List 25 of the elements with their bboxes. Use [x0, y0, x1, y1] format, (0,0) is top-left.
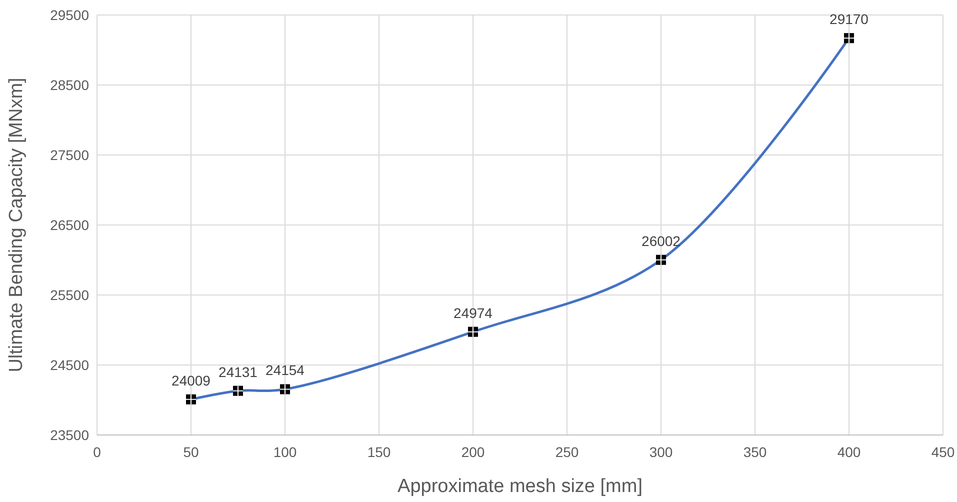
x-tick-label: 150: [367, 444, 391, 460]
y-tick-label: 29500: [50, 7, 90, 23]
data-label: 29170: [830, 11, 869, 28]
y-tick-label: 28500: [50, 77, 90, 93]
x-tick-label: 300: [649, 444, 673, 460]
y-tick-label: 24500: [50, 357, 90, 373]
x-tick-label: 0: [93, 444, 102, 460]
x-tick-label: 350: [743, 444, 767, 460]
data-label: 24154: [266, 362, 305, 378]
x-tick-label: 200: [461, 444, 485, 460]
data-label: 24009: [172, 372, 211, 388]
x-tick-label: 250: [555, 444, 579, 460]
y-tick-label: 27500: [50, 147, 90, 163]
y-tick-label: 26500: [50, 217, 90, 233]
data-label: 24131: [218, 364, 258, 380]
x-tick-label: 100: [273, 444, 297, 460]
data-label: 24974: [454, 304, 493, 321]
y-axis-title: Ultimate Bending Capacity [MNxm]: [6, 78, 27, 372]
y-tick-label: 23500: [50, 427, 90, 443]
data-label: 26002: [642, 232, 681, 249]
x-tick-label: 450: [931, 444, 955, 460]
y-tick-label: 25500: [50, 287, 90, 303]
x-tick-label: 50: [183, 444, 199, 460]
x-axis-title: Approximate mesh size [mm]: [398, 476, 642, 497]
x-tick-label: 400: [837, 444, 861, 460]
